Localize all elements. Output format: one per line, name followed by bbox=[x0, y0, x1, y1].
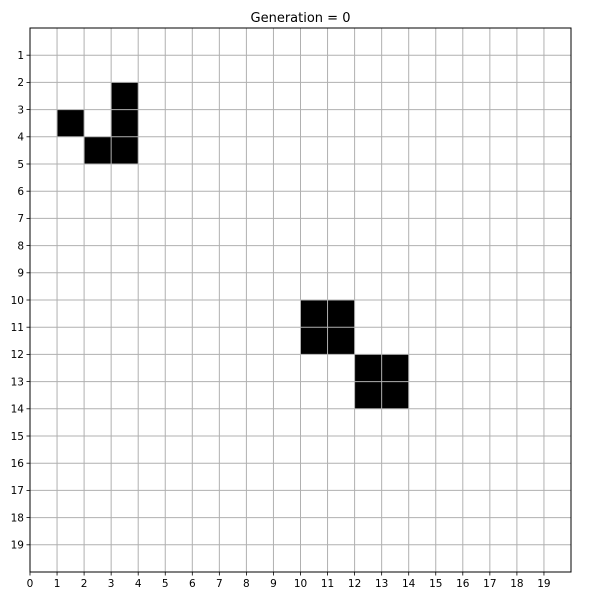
x-tick-label: 2 bbox=[81, 578, 88, 590]
x-tick-label: 0 bbox=[27, 578, 34, 590]
y-tick-label: 18 bbox=[11, 512, 24, 524]
live-cell bbox=[354, 354, 382, 382]
live-cell bbox=[381, 354, 409, 382]
live-cell bbox=[300, 300, 328, 328]
y-tick-label: 3 bbox=[17, 104, 24, 116]
ticks-layer bbox=[26, 54, 545, 576]
live-cell bbox=[354, 381, 382, 409]
y-tick-label: 12 bbox=[11, 349, 24, 361]
y-tick-label: 6 bbox=[17, 186, 24, 198]
y-tick-label: 7 bbox=[17, 213, 24, 225]
live-cell bbox=[381, 381, 409, 409]
x-tick-label: 15 bbox=[429, 578, 442, 590]
y-tick-label: 14 bbox=[11, 404, 25, 416]
x-tick-label: 12 bbox=[348, 578, 361, 590]
x-tick-label: 10 bbox=[294, 578, 307, 590]
plot-frame bbox=[29, 27, 572, 573]
live-cell bbox=[327, 300, 355, 328]
y-tick-label: 11 bbox=[11, 322, 24, 334]
x-tick-label: 5 bbox=[162, 578, 169, 590]
y-tick-label: 16 bbox=[11, 458, 25, 470]
live-cell bbox=[111, 82, 139, 110]
cells-layer bbox=[57, 82, 409, 409]
x-tick-label: 7 bbox=[216, 578, 223, 590]
x-tick-label: 13 bbox=[375, 578, 388, 590]
x-tick-label: 8 bbox=[243, 578, 250, 590]
y-tick-label: 4 bbox=[17, 132, 24, 144]
x-tick-label: 16 bbox=[456, 578, 470, 590]
x-tick-label: 1 bbox=[54, 578, 61, 590]
y-tick-label: 19 bbox=[11, 540, 24, 552]
live-cell bbox=[57, 109, 85, 137]
y-tick-label: 15 bbox=[11, 431, 24, 443]
x-tick-label: 4 bbox=[135, 578, 142, 590]
y-tick-label: 1 bbox=[17, 50, 24, 62]
x-tick-label: 11 bbox=[321, 578, 334, 590]
grid-layer bbox=[29, 28, 571, 572]
live-cell bbox=[111, 109, 139, 137]
live-cell bbox=[84, 136, 112, 164]
x-tick-label: 17 bbox=[483, 578, 496, 590]
tick-labels-layer: 0 1 2 3 4 5 6 7 8 9 10 11 12 13 14 15 16 17 18 191234567891… bbox=[11, 50, 551, 590]
live-cell bbox=[327, 327, 355, 355]
x-tick-label: 6 bbox=[189, 578, 196, 590]
y-tick-label: 2 bbox=[17, 77, 24, 89]
live-cell bbox=[111, 136, 139, 164]
x-tick-label: 9 bbox=[270, 578, 277, 590]
y-tick-label: 13 bbox=[11, 376, 24, 388]
x-tick-label: 14 bbox=[402, 578, 416, 590]
y-tick-label: 5 bbox=[17, 159, 24, 171]
live-cell bbox=[300, 327, 328, 355]
chart-title: Generation = 0 bbox=[251, 11, 351, 26]
y-tick-label: 9 bbox=[17, 268, 24, 280]
x-tick-label: 19 bbox=[537, 578, 550, 590]
y-tick-label: 8 bbox=[17, 240, 24, 252]
x-tick-label: 18 bbox=[510, 578, 523, 590]
x-tick-label: 3 bbox=[108, 578, 115, 590]
y-tick-label: 17 bbox=[11, 485, 24, 497]
y-tick-label: 10 bbox=[11, 295, 24, 307]
